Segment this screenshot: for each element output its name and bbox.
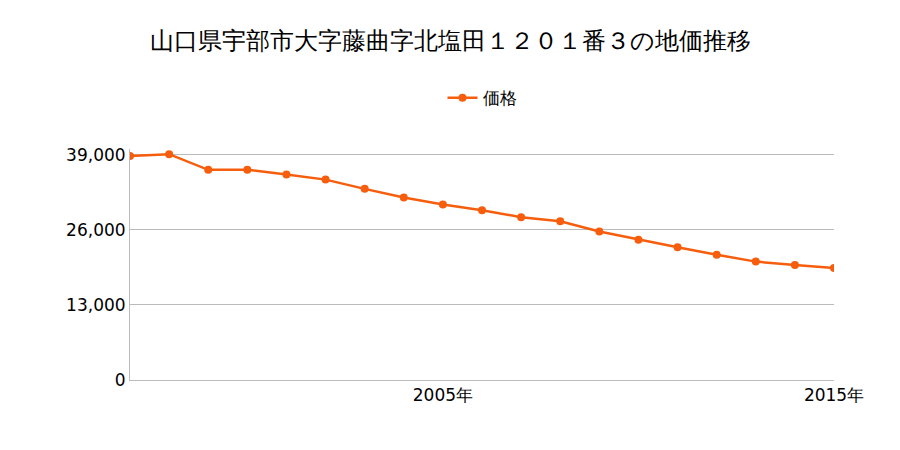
svg-text:13,000: 13,000 — [66, 295, 125, 315]
svg-text:価格: 価格 — [483, 88, 517, 108]
svg-text:山口県宇部市大字藤曲字北塩田１２０１番３の地価推移: 山口県宇部市大字藤曲字北塩田１２０１番３の地価推移 — [150, 27, 751, 55]
svg-text:26,000: 26,000 — [66, 220, 125, 240]
svg-text:2015年: 2015年 — [804, 385, 864, 405]
svg-text:2005年: 2005年 — [413, 385, 473, 405]
svg-text:0: 0 — [115, 370, 126, 390]
svg-text:39,000: 39,000 — [66, 145, 125, 165]
